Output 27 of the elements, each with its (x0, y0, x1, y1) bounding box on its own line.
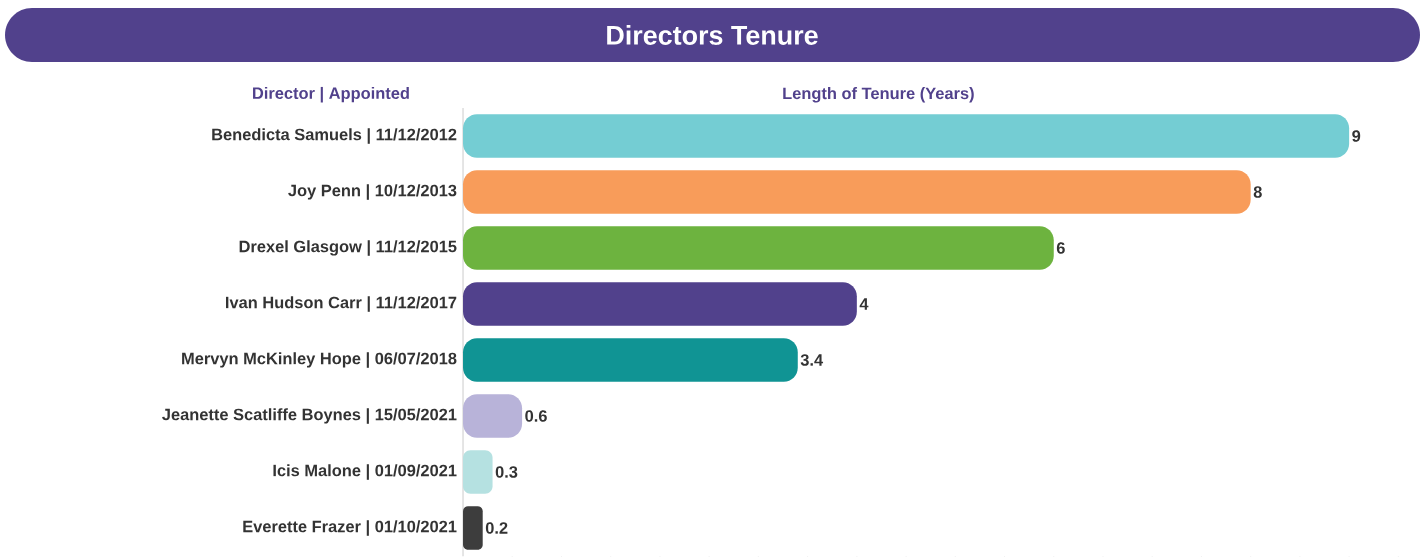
data-label: 0.2 (485, 522, 508, 534)
data-label: 9 (1352, 130, 1361, 142)
y-tick-label: Joy Penn | 10/12/2013 (288, 184, 457, 200)
bar (463, 450, 493, 494)
y-tick-label: Ivan Hudson Carr | 11/12/2017 (225, 296, 457, 312)
y-tick-label: Mervyn McKinley Hope | 06/07/2018 (182, 352, 457, 368)
bar (463, 506, 483, 550)
data-label: 0.6 (525, 410, 547, 422)
data-label: 0.3 (495, 466, 518, 478)
data-label: 4 (859, 298, 869, 310)
bar (463, 170, 1251, 214)
data-label: 3.4 (800, 354, 824, 366)
y-axis-title: Director | Appointed (253, 86, 409, 103)
x-axis-title: Length of Tenure (Years) (783, 87, 974, 103)
bar (463, 282, 857, 326)
bar (463, 114, 1350, 158)
y-tick-label: Icis Malone | 01/09/2021 (273, 464, 457, 480)
y-tick-label: Jeanette Scatliffe Boynes | 15/05/2021 (162, 408, 457, 424)
data-label: 6 (1056, 242, 1065, 254)
y-tick-label: Benedicta Samuels | 11/12/2012 (212, 128, 457, 144)
bar (463, 338, 798, 382)
chart-title: Directors Tenure (607, 25, 818, 45)
data-label: 8 (1253, 186, 1262, 198)
y-tick-label: Everette Frazer | 01/10/2021 (243, 520, 457, 536)
bar (463, 394, 523, 438)
y-tick-label: Drexel Glasgow | 11/12/2015 (239, 240, 457, 256)
bar (463, 226, 1054, 270)
